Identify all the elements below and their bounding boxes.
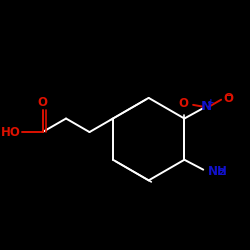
Text: −: − [224,91,232,100]
Text: O: O [38,96,48,108]
Text: O: O [179,97,189,110]
Text: +: + [208,98,215,106]
Text: 2: 2 [218,168,224,177]
Text: O: O [224,92,234,105]
Text: NH: NH [208,164,227,177]
Text: HO: HO [0,126,20,138]
Text: N: N [200,100,212,113]
